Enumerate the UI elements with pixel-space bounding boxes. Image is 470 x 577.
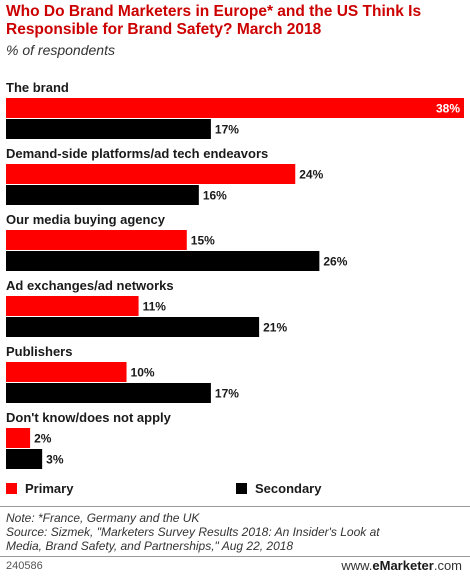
value-label-secondary-ad-exchanges-ad-networks: 21% xyxy=(263,321,287,335)
category-label-don-t-know-does-not-apply: Don't know/does not apply xyxy=(6,410,172,425)
legend-primary-swatch xyxy=(6,483,17,494)
note-text: Note: *France, Germany and the UK xyxy=(6,511,200,525)
bar-secondary-ad-exchanges-ad-networks xyxy=(6,317,260,337)
footer-divider xyxy=(0,556,470,557)
bar-primary-the-brand xyxy=(6,98,464,118)
bar-secondary-our-media-buying-agency xyxy=(6,251,320,271)
value-label-primary-publishers: 10% xyxy=(131,366,155,380)
bar-primary-don-t-know-does-not-apply xyxy=(6,428,31,448)
legend-secondary-swatch xyxy=(236,483,247,494)
value-label-secondary-don-t-know-does-not-apply: 3% xyxy=(46,453,64,467)
value-label-primary-the-brand: 38% xyxy=(436,102,460,116)
bar-primary-demand-side-platforms-ad-tech-endeavors xyxy=(6,164,296,184)
value-label-secondary-publishers: 17% xyxy=(215,387,239,401)
brand-prefix: www. xyxy=(341,558,373,573)
bar-secondary-publishers xyxy=(6,383,211,403)
value-label-primary-demand-side-platforms-ad-tech-endeavors: 24% xyxy=(299,168,323,182)
value-label-primary-don-t-know-does-not-apply: 2% xyxy=(34,432,52,446)
source-line-1: Source: Sizmek, "Marketers Survey Result… xyxy=(6,525,380,539)
category-label-the-brand: The brand xyxy=(6,80,69,95)
notes-divider xyxy=(0,506,470,507)
chart-id: 240586 xyxy=(6,560,43,572)
value-label-secondary-our-media-buying-agency: 26% xyxy=(323,255,347,269)
emarketer-logo: www.eMarketer.com xyxy=(341,558,462,573)
legend-primary-label: Primary xyxy=(25,481,74,496)
chart-title: Who Do Brand Marketers in Europe* and th… xyxy=(6,3,422,38)
chart-subtitle: % of respondents xyxy=(6,42,115,58)
value-label-primary-our-media-buying-agency: 15% xyxy=(191,234,215,248)
bar-primary-publishers xyxy=(6,362,127,382)
legend-secondary: Secondary xyxy=(236,481,321,496)
value-label-secondary-demand-side-platforms-ad-tech-endeavors: 16% xyxy=(203,189,227,203)
brand-suffix: .com xyxy=(433,558,462,573)
bar-chart: The brand 38% 17% Demand-side platforms/ad … xyxy=(6,80,464,469)
bar-secondary-don-t-know-does-not-apply xyxy=(6,449,43,469)
bar-primary-ad-exchanges-ad-networks xyxy=(6,296,139,316)
source-line-2: Media, Brand Safety, and Partnerships," … xyxy=(6,539,294,553)
legend-secondary-label: Secondary xyxy=(255,481,322,496)
legend-primary: Primary xyxy=(6,481,73,496)
category-label-ad-exchanges-ad-networks: Ad exchanges/ad networks xyxy=(6,278,174,293)
bar-secondary-demand-side-platforms-ad-tech-endeavors xyxy=(6,185,199,205)
brand-name: eMarketer xyxy=(372,558,434,573)
category-label-publishers: Publishers xyxy=(6,344,72,359)
value-label-primary-ad-exchanges-ad-networks: 11% xyxy=(143,300,167,314)
value-label-secondary-the-brand: 17% xyxy=(215,123,239,137)
category-label-demand-side-platforms-ad-tech-endeavors: Demand-side platforms/ad tech endeavors xyxy=(6,146,268,161)
bar-primary-our-media-buying-agency xyxy=(6,230,187,250)
category-label-our-media-buying-agency: Our media buying agency xyxy=(6,212,166,227)
bar-secondary-the-brand xyxy=(6,119,211,139)
